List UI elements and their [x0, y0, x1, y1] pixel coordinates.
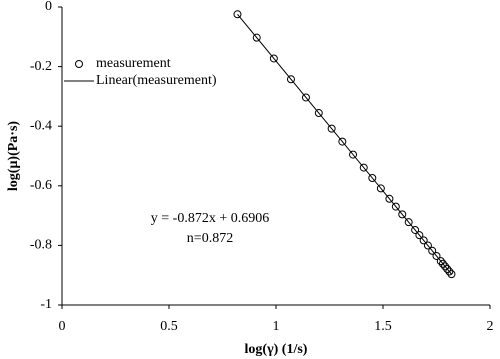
data-point	[404, 218, 413, 227]
y-tick-label: -0.2	[30, 59, 52, 74]
y-axis-label: log(μ)(Pa·s)	[6, 121, 21, 191]
x-axis-label: log(γ) (1/s)	[245, 342, 308, 357]
data-point	[286, 75, 295, 84]
data-point	[398, 210, 407, 219]
data-point	[376, 184, 385, 193]
data-point	[301, 93, 310, 102]
data-point	[428, 246, 437, 255]
data-point	[368, 173, 377, 182]
data-point	[443, 264, 452, 273]
data-point	[432, 251, 441, 260]
equation-annotation: y = -0.872x + 0.6906	[151, 211, 269, 226]
y-tick-label: -1	[40, 297, 52, 312]
legend-marker	[75, 60, 83, 68]
legend-label: measurement	[96, 56, 171, 71]
x-tick-label: 1	[273, 319, 280, 334]
data-point	[233, 10, 242, 19]
data-point	[415, 231, 424, 240]
x-tick-label: 0	[59, 319, 66, 334]
index-annotation: n=0.872	[187, 231, 233, 246]
data-point	[438, 259, 447, 268]
y-tick-label: -0.8	[30, 238, 52, 253]
data-point	[411, 225, 420, 234]
data-point	[423, 241, 432, 250]
x-tick-label: 0.5	[160, 319, 178, 334]
data-point	[349, 150, 358, 159]
data-point	[359, 163, 368, 172]
data-point	[419, 236, 428, 245]
y-tick-label: -0.6	[30, 178, 52, 193]
x-tick-label: 2	[487, 319, 494, 334]
x-tick-label: 1.5	[374, 319, 392, 334]
y-tick-label: 0	[45, 0, 52, 14]
fit-line	[237, 13, 452, 275]
data-point	[269, 54, 278, 63]
data-point	[314, 109, 323, 118]
data-point	[391, 202, 400, 211]
y-tick-label: -0.4	[30, 118, 52, 133]
data-point	[445, 267, 454, 276]
data-point	[327, 124, 336, 133]
data-point	[436, 257, 445, 266]
data-point	[252, 33, 261, 42]
legend-label: Linear(measurement)	[96, 73, 217, 88]
data-point	[385, 194, 394, 203]
data-point	[441, 262, 450, 271]
data-point	[447, 270, 456, 279]
data-point	[338, 137, 347, 146]
